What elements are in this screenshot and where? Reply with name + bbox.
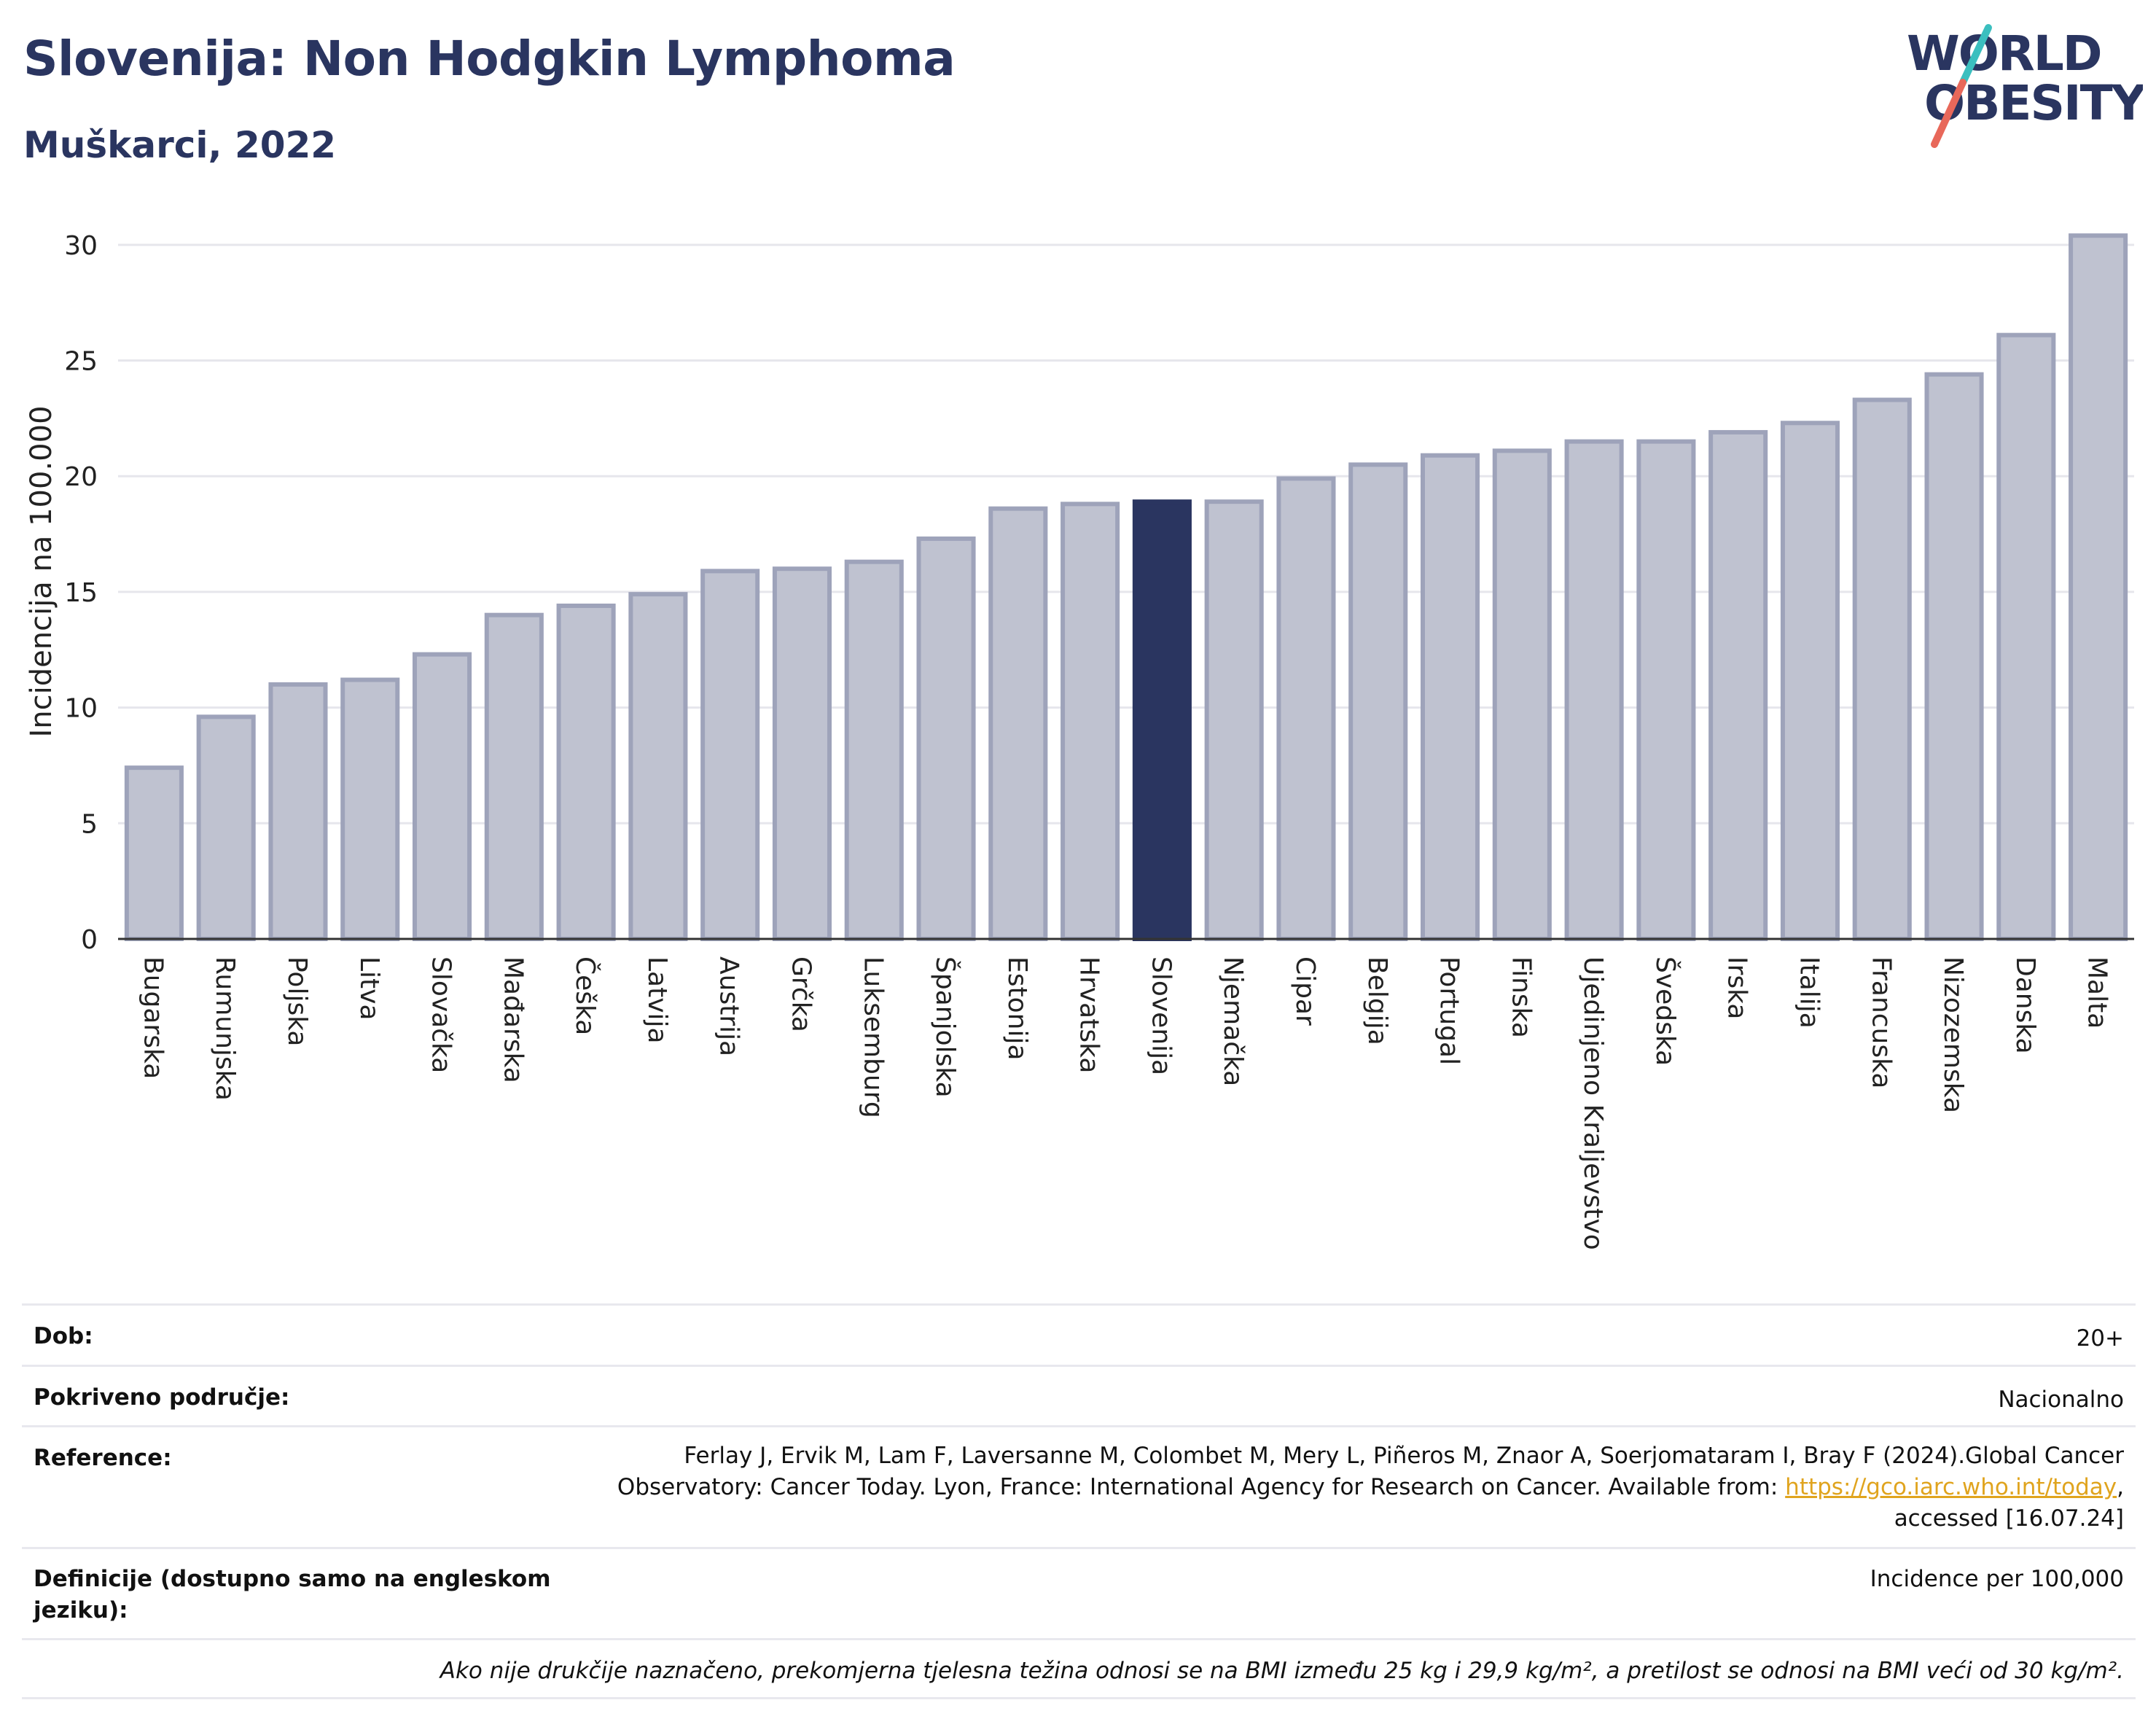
- bar-Portugal: [1420, 453, 1480, 941]
- bar-Litva: [340, 677, 400, 941]
- page-subtitle: Muškarci, 2022: [23, 124, 337, 166]
- row-dob: Dob: 20+: [22, 1303, 2136, 1365]
- x-tick-label: Slovačka: [426, 956, 456, 1073]
- x-tick-label: Estonija: [1002, 956, 1032, 1061]
- bar-Slovačka: [412, 652, 472, 941]
- y-axis-ticks: 0 5 10 15 20 25 30: [64, 231, 98, 955]
- bar-Bugarska: [124, 765, 184, 941]
- x-tick-label: Irska: [1722, 956, 1752, 1019]
- reference-line-1: Ferlay J, Ervik M, Lam F, Laversanne M, …: [684, 1443, 2124, 1469]
- row-note: Ako nije drukčije naznačeno, prekomjerna…: [22, 1638, 2136, 1699]
- definitions-label-line-2: jeziku):: [34, 1597, 128, 1623]
- x-tick-label: Italija: [1794, 956, 1824, 1029]
- x-tick-label: Latvija: [642, 956, 672, 1044]
- bar-Mađarska: [484, 612, 544, 941]
- bar-Češka: [556, 603, 616, 941]
- coverage-value: Nacionalno: [1998, 1387, 2124, 1413]
- bar-chart: 0 5 10 15 20 25 30 Bugarska Rumunjska Poljska Lit…: [25, 231, 2134, 1250]
- x-tick-label: Portugal: [1434, 956, 1464, 1065]
- row-coverage: Pokriveno područje: Nacionalno: [22, 1365, 2136, 1425]
- x-tick-label: Ujedinjeno Kraljevstvo: [1578, 956, 1608, 1250]
- bar-Cipar: [1276, 476, 1336, 941]
- x-tick-label: Finska: [1506, 956, 1536, 1038]
- row-definitions: Definicije (dostupno samo na engleskom j…: [22, 1547, 2136, 1638]
- y-axis-title: Incidencija na 100.000: [25, 405, 58, 737]
- bar-Francuska: [1852, 397, 1912, 941]
- bar-Rumunjska: [196, 714, 256, 942]
- bar-Njemačka: [1204, 499, 1264, 941]
- x-tick-label: Hrvatska: [1074, 956, 1104, 1073]
- bar-Hrvatska: [1061, 502, 1120, 941]
- x-tick-label: Španjolska: [930, 956, 961, 1098]
- bar-Nizozemska: [1924, 372, 1984, 941]
- definitions-value: Incidence per 100,000: [1870, 1566, 2124, 1592]
- reference-value: Ferlay J, Ervik M, Lam F, Laversanne M, …: [617, 1440, 2136, 1535]
- bmi-note: Ako nije drukčije naznačeno, prekomjerna…: [440, 1658, 2124, 1684]
- x-tick-label: Malta: [2082, 956, 2112, 1029]
- world-obesity-logo: WORLD OBESITY: [1907, 24, 2143, 148]
- x-tick-label: Slovenija: [1146, 956, 1176, 1075]
- bar-Poljska: [268, 682, 328, 941]
- bar-Švedska: [1636, 439, 1696, 941]
- bar-Španjolska: [916, 536, 976, 941]
- x-tick-label: Mađarska: [498, 956, 528, 1083]
- reference-line-3: accessed [16.07.24]: [1894, 1505, 2124, 1532]
- logo-slash-red: [1931, 79, 1966, 148]
- bar-Luksemburg: [844, 559, 904, 941]
- bar-Belgija: [1348, 462, 1408, 941]
- logo-text-world: WORLD: [1907, 26, 2101, 82]
- reference-line-2-text: Observatory: Cancer Today. Lyon, France:…: [617, 1474, 1778, 1500]
- x-tick-label: Poljska: [282, 956, 312, 1047]
- bar-Latvija: [628, 592, 688, 942]
- reference-link[interactable]: https://gco.iarc.who.int/today: [1785, 1474, 2117, 1500]
- bar-Slovenija: [1132, 499, 1192, 941]
- y-tick-label: 10: [64, 694, 98, 724]
- bar-Italija: [1780, 421, 1840, 941]
- x-tick-label: Francuska: [1866, 956, 1896, 1088]
- bar-Irska: [1708, 429, 1768, 941]
- coverage-label: Pokriveno područje:: [34, 1384, 290, 1411]
- logo-slash-teal: [1959, 24, 1992, 86]
- x-tick-label: Danska: [2010, 956, 2040, 1054]
- bar-Estonija: [988, 506, 1048, 941]
- dob-value: 20+: [2076, 1325, 2124, 1352]
- x-tick-label: Luksemburg: [858, 956, 888, 1118]
- reference-label: Reference:: [34, 1445, 172, 1471]
- definitions-label: Definicije (dostupno samo na engleskom j…: [22, 1564, 551, 1626]
- bars: [124, 233, 2128, 942]
- x-axis-labels: Bugarska Rumunjska Poljska Litva Slovačka Mađ…: [138, 956, 2112, 1250]
- x-tick-label: Grčka: [786, 956, 816, 1032]
- x-tick-label: Rumunjska: [210, 956, 240, 1101]
- x-tick-label: Cipar: [1290, 956, 1320, 1026]
- bar-Ujedinjeno Kraljevstvo: [1564, 439, 1624, 941]
- bar-Danska: [1996, 332, 2056, 942]
- bar-Malta: [2069, 233, 2128, 941]
- y-tick-label: 30: [64, 231, 98, 261]
- x-tick-label: Češka: [570, 956, 601, 1035]
- definitions-label-line-1: Definicije (dostupno samo na engleskom: [34, 1566, 551, 1592]
- x-tick-label: Bugarska: [138, 956, 168, 1079]
- x-tick-label: Belgija: [1362, 956, 1392, 1045]
- dob-label: Dob:: [34, 1323, 93, 1349]
- y-tick-label: 15: [64, 578, 98, 608]
- reference-line-2: Observatory: Cancer Today. Lyon, France:…: [617, 1474, 2124, 1500]
- y-tick-label: 5: [81, 809, 98, 839]
- x-tick-label: Austrija: [714, 956, 744, 1056]
- bar-Austrija: [700, 569, 760, 941]
- y-tick-label: 0: [81, 925, 98, 955]
- x-tick-label: Litva: [354, 956, 384, 1021]
- page-title: Slovenija: Non Hodgkin Lymphoma: [23, 31, 956, 87]
- row-reference: Reference: Ferlay J, Ervik M, Lam F, Lav…: [22, 1425, 2136, 1547]
- y-tick-label: 20: [64, 462, 98, 492]
- x-tick-label: Švedska: [1650, 956, 1681, 1066]
- x-tick-label: Nizozemska: [1938, 956, 1968, 1113]
- x-tick-label: Njemačka: [1218, 956, 1248, 1086]
- bar-Grčka: [772, 566, 832, 941]
- info-table: Dob: 20+ Pokriveno područje: Nacionalno …: [22, 1303, 2136, 1699]
- y-tick-label: 25: [64, 347, 98, 377]
- bar-Finska: [1492, 448, 1552, 941]
